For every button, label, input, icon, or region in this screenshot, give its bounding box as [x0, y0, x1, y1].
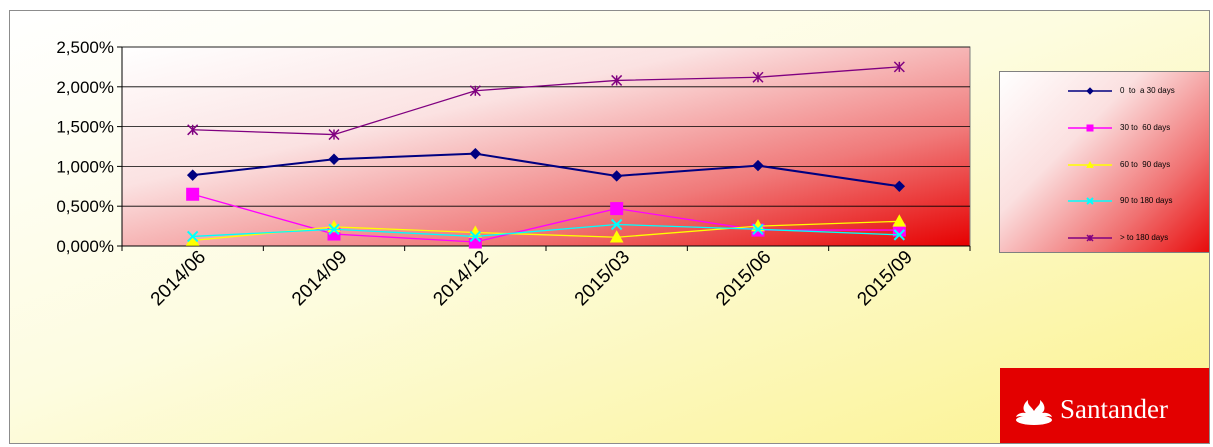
data-point	[1086, 87, 1094, 95]
data-point	[328, 129, 340, 141]
series-line	[192, 223, 900, 238]
data-point	[893, 180, 906, 193]
y-tick-label: 1,000%	[56, 157, 114, 176]
data-point	[469, 85, 481, 97]
legend-label: > to 180 days	[1120, 233, 1169, 242]
data-point	[752, 159, 764, 172]
data-point	[752, 223, 764, 235]
y-tick-label: 0,500%	[56, 197, 114, 216]
series-x	[186, 218, 906, 243]
legend-item: 60 to 90 days	[1000, 158, 1209, 172]
legend-label: 60 to 90 days	[1120, 160, 1171, 169]
legend-swatch	[1068, 160, 1112, 168]
y-tick-label: 2,500%	[56, 38, 114, 57]
logo-text: Santander	[1060, 394, 1168, 424]
y-tick-label: 1,500%	[56, 118, 114, 137]
y-tick-label: 2,000%	[56, 78, 114, 97]
legend-item: 90 to 180 days	[1000, 194, 1209, 208]
data-point	[1086, 124, 1094, 132]
legend-label: 30 to 60 days	[1120, 123, 1171, 132]
series-line	[192, 220, 900, 242]
data-point	[611, 74, 623, 86]
series-line	[192, 152, 900, 188]
santander-logo: Santander	[1000, 368, 1209, 443]
legend-swatch	[1068, 87, 1112, 95]
data-point	[1086, 234, 1094, 242]
data-point	[610, 170, 623, 182]
legend-item: > to 180 days	[1000, 231, 1209, 245]
data-point	[893, 61, 905, 73]
legend-swatch	[1068, 124, 1112, 132]
chart-legend: 0 to a 30 days 30 to 60 days 60 to 90 days…	[999, 71, 1209, 253]
data-point	[892, 214, 907, 227]
legend-item: 30 to 60 days	[1000, 121, 1209, 135]
data-point	[610, 202, 624, 216]
data-point	[1086, 160, 1094, 168]
data-point	[186, 169, 199, 181]
data-point	[610, 218, 623, 231]
legend-label: 0 to a 30 days	[1120, 86, 1175, 95]
flame-icon	[1016, 394, 1052, 425]
legend-swatch	[1068, 234, 1112, 242]
data-point	[469, 147, 482, 160]
chart-frame: 0,000% 0,500% 1,000% 1,500% 2,000% 2,500% 2014…	[9, 10, 1210, 444]
legend-item: 0 to a 30 days	[1000, 84, 1209, 98]
series-layer	[185, 61, 907, 249]
y-tick-label: 0,000%	[56, 237, 114, 256]
plot-area	[121, 46, 971, 247]
series-line	[192, 66, 900, 136]
data-point	[752, 71, 764, 83]
data-point	[186, 187, 200, 201]
data-point	[469, 230, 482, 243]
legend-label: 90 to 180 days	[1120, 196, 1173, 205]
data-point	[328, 223, 340, 235]
legend-swatch	[1068, 197, 1112, 205]
data-point	[609, 230, 624, 243]
series-star	[187, 61, 905, 141]
data-point	[1086, 197, 1094, 205]
series-diamond	[186, 147, 906, 193]
data-point	[328, 153, 340, 165]
data-point	[186, 230, 199, 243]
data-point	[893, 229, 906, 241]
data-point	[187, 124, 199, 136]
